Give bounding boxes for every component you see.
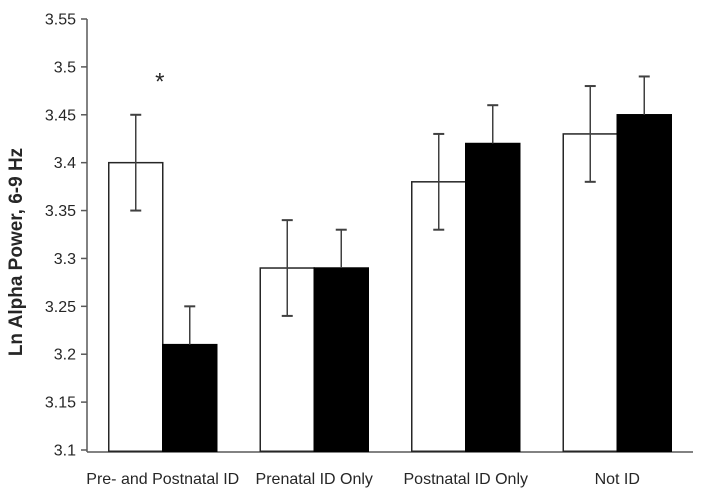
- y-tick-label: 3.1: [54, 443, 76, 460]
- x-category-label: Not ID: [595, 471, 640, 488]
- white-bar: [562, 133, 618, 453]
- y-axis-title: Ln Alpha Power, 6-9 Hz: [6, 148, 27, 356]
- x-category-label: Postnatal ID Only: [404, 471, 529, 488]
- y-tick-label: 3.25: [45, 299, 76, 316]
- y-tick-label: 3.3: [54, 251, 76, 268]
- y-tick-label: 3.2: [54, 347, 76, 364]
- x-category-label: Prenatal ID Only: [256, 471, 373, 488]
- black-bar: [616, 114, 672, 453]
- y-tick-label: 3.55: [45, 12, 76, 29]
- black-bar: [465, 142, 521, 452]
- significance-asterisk: *: [155, 68, 164, 95]
- black-bar: [162, 343, 218, 452]
- y-tick-label: 3.5: [54, 59, 76, 76]
- y-tick-label: 3.45: [45, 107, 76, 124]
- x-category-label: Pre- and Postnatal ID: [86, 471, 239, 488]
- y-tick-label: 3.35: [45, 203, 76, 220]
- y-tick-label: 3.15: [45, 395, 76, 412]
- black-bar: [313, 267, 369, 452]
- y-tick-label: 3.4: [54, 155, 76, 172]
